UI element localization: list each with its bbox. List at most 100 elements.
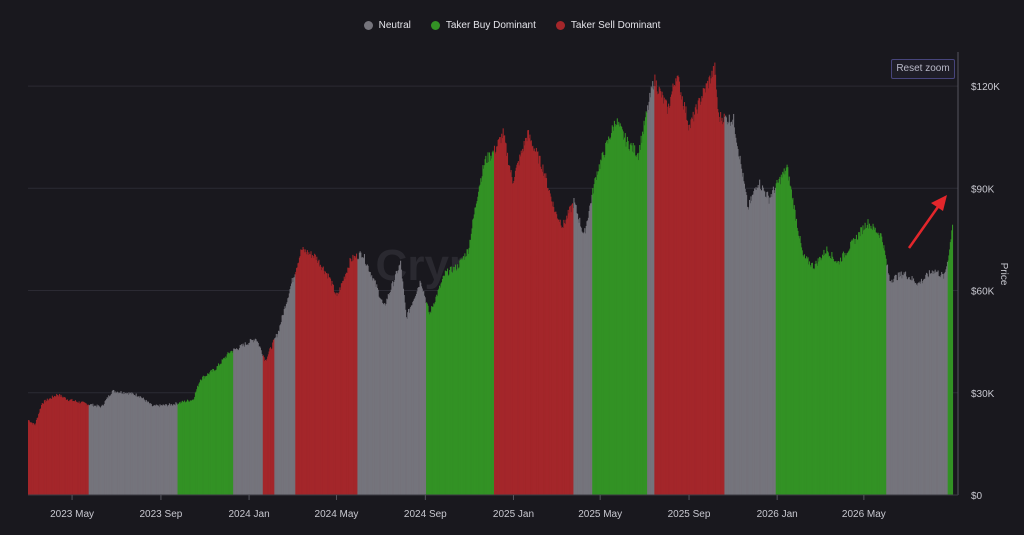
price-bar xyxy=(75,401,77,495)
price-bar xyxy=(200,380,202,495)
price-bar xyxy=(257,342,259,495)
price-bar xyxy=(268,351,270,495)
price-bar xyxy=(950,239,952,495)
price-bar xyxy=(355,257,357,495)
price-bar xyxy=(280,324,282,495)
price-bar xyxy=(233,348,235,495)
price-bar xyxy=(745,192,747,495)
price-bar xyxy=(925,274,927,495)
price-bar xyxy=(625,146,627,496)
price-bar xyxy=(553,207,555,495)
price-bar xyxy=(640,135,642,495)
price-bar xyxy=(176,404,178,495)
price-bars xyxy=(28,62,954,496)
price-bar xyxy=(312,256,314,495)
price-bar xyxy=(738,156,740,495)
price-bar xyxy=(97,406,99,495)
legend-item-taker-sell[interactable]: Taker Sell Dominant xyxy=(555,20,660,31)
price-bar xyxy=(228,353,230,495)
price-bar xyxy=(384,305,386,495)
price-bar xyxy=(330,285,332,495)
price-bar xyxy=(447,268,449,495)
price-bar xyxy=(641,142,643,496)
price-bar xyxy=(126,393,129,495)
price-bar xyxy=(414,297,416,495)
price-bar xyxy=(119,392,121,495)
price-bar xyxy=(592,193,595,495)
price-bar xyxy=(100,406,103,495)
legend-item-taker-buy[interactable]: Taker Buy Dominant xyxy=(430,20,536,31)
price-bar xyxy=(137,396,139,495)
price-bar xyxy=(296,268,298,495)
price-bar xyxy=(642,131,644,495)
price-bar xyxy=(774,192,776,495)
price-bar xyxy=(106,397,108,495)
price-bar xyxy=(688,130,690,495)
price-bar xyxy=(364,263,366,495)
price-bar xyxy=(595,177,597,496)
legend-item-neutral[interactable]: Neutral xyxy=(363,20,411,31)
price-bar xyxy=(608,136,610,495)
price-bar xyxy=(449,266,451,495)
price-bar xyxy=(387,299,389,495)
x-tick-label: 2023 Sep xyxy=(140,509,183,520)
price-bar xyxy=(547,188,549,495)
price-bar xyxy=(72,401,74,495)
price-bar xyxy=(453,270,455,495)
price-bar xyxy=(533,148,535,495)
price-bar xyxy=(381,299,383,495)
price-bar xyxy=(552,201,554,495)
price-bar xyxy=(196,389,198,495)
price-bar xyxy=(743,183,746,496)
price-bar xyxy=(948,255,950,495)
price-bar xyxy=(349,257,351,495)
price-bar xyxy=(402,281,404,495)
price-bar xyxy=(181,400,183,495)
price-bar xyxy=(166,406,168,495)
price-bar xyxy=(879,237,881,495)
price-bar xyxy=(240,345,242,495)
price-bar xyxy=(290,286,292,495)
price-bar xyxy=(167,405,169,495)
price-bar xyxy=(825,253,827,495)
price-bar xyxy=(492,150,494,495)
price-bar xyxy=(477,196,479,496)
price-bar xyxy=(942,273,944,495)
price-bar xyxy=(626,136,628,496)
price-bar xyxy=(331,280,333,495)
price-bar xyxy=(106,399,108,495)
price-bar xyxy=(90,404,92,495)
price-bar xyxy=(235,349,237,495)
price-bar xyxy=(821,258,823,495)
price-bar xyxy=(894,275,896,495)
legend-label-neutral: Neutral xyxy=(378,20,411,31)
price-bar xyxy=(362,257,364,495)
price-bar xyxy=(291,277,293,495)
price-bar xyxy=(882,248,884,495)
price-bar xyxy=(107,398,109,495)
price-bar xyxy=(633,152,635,495)
price-bar xyxy=(504,142,506,495)
price-bar xyxy=(472,219,474,496)
price-bar xyxy=(505,143,507,495)
price-bar xyxy=(748,209,750,495)
price-bar xyxy=(677,75,679,496)
price-bar xyxy=(913,281,915,495)
price-bar xyxy=(339,287,341,495)
price-bar xyxy=(412,301,414,495)
price-bar xyxy=(439,285,441,495)
price-bar xyxy=(851,239,853,495)
price-bar xyxy=(332,284,334,495)
price-bar xyxy=(194,392,196,495)
price-bar xyxy=(271,348,273,495)
price-bar xyxy=(884,250,886,495)
legend-dot-taker-buy xyxy=(430,21,440,30)
price-bar xyxy=(413,300,415,495)
price-bar xyxy=(123,391,125,495)
price-bar xyxy=(876,233,878,495)
price-bar xyxy=(729,122,731,495)
price-bar xyxy=(156,405,158,495)
price-bar xyxy=(66,399,68,495)
price-bar xyxy=(611,125,613,495)
reset-zoom-button[interactable]: Reset zoom xyxy=(891,59,955,79)
